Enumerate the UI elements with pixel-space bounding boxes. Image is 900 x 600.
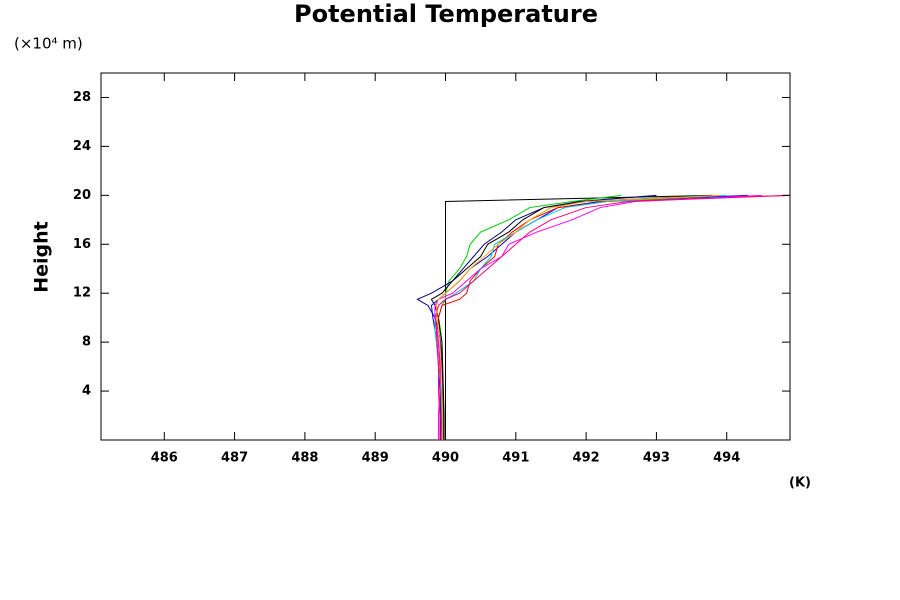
y-tick-label: 28 (73, 90, 91, 105)
profile-line (430, 194, 748, 440)
y-tick-label: 12 (73, 286, 91, 301)
x-tick-label: 491 (502, 451, 529, 466)
x-tick-label: 488 (291, 451, 318, 466)
profile-line (416, 194, 657, 440)
x-tick-label: 492 (573, 451, 600, 466)
y-tick-label: 16 (73, 237, 91, 252)
chart-title: Potential Temperature (294, 0, 598, 28)
lines (416, 194, 790, 440)
y-axis-label: Height (31, 221, 53, 293)
profile-line (434, 194, 727, 440)
profile-line (435, 194, 790, 440)
x-tick-label: 493 (643, 451, 670, 466)
profile-line (436, 194, 790, 440)
x-tick-label: 494 (713, 451, 740, 466)
x-tick-label: 486 (151, 451, 178, 466)
profile-line (434, 194, 762, 440)
y-unit: (×10⁴ m) (14, 35, 83, 53)
profile-line (435, 194, 720, 440)
y-tick-label: 24 (73, 139, 91, 154)
y-tick-label: 8 (82, 335, 91, 350)
x-unit: (K) (789, 476, 811, 491)
x-tick-label: 490 (432, 451, 459, 466)
y-tick-label: 20 (73, 188, 91, 203)
profile-line (430, 194, 713, 440)
profile-line (445, 194, 713, 440)
y-tick-label: 4 (82, 384, 91, 399)
x-tick-label: 489 (362, 451, 389, 466)
x-tick-label: 487 (221, 451, 248, 466)
